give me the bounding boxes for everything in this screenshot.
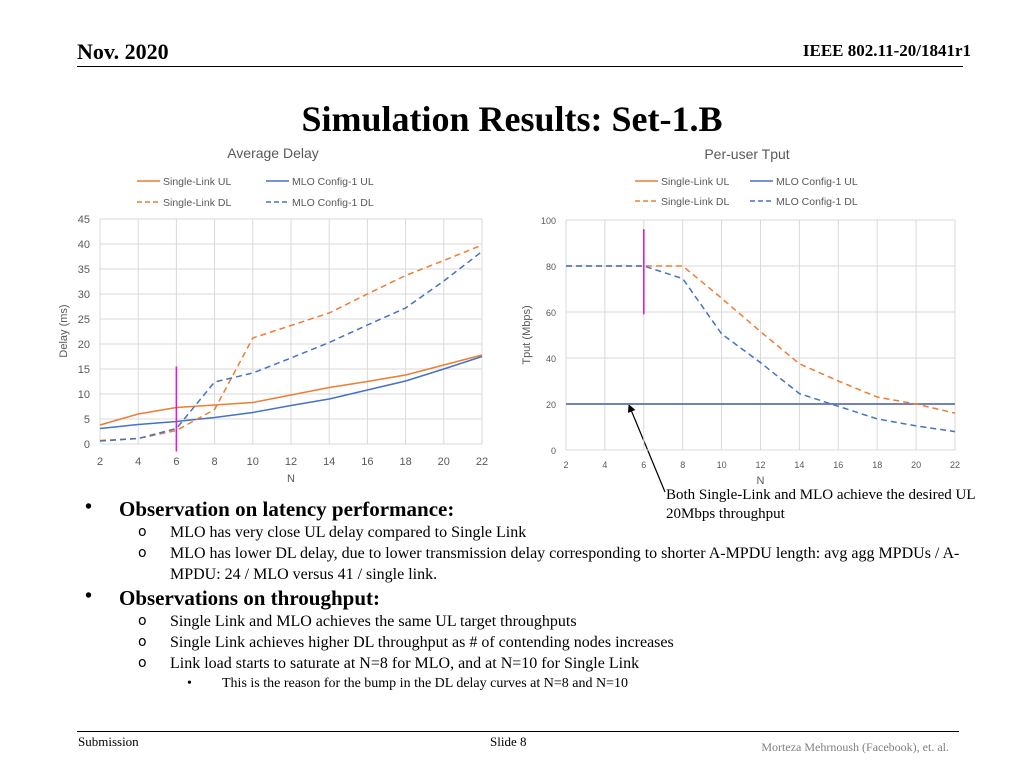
annotation-note: Both Single-Link and MLO achieve the des…	[666, 486, 1006, 524]
x-tick-label: 8	[680, 460, 685, 470]
x-tick-label: 4	[602, 460, 607, 470]
y-tick-label: 80	[546, 262, 556, 272]
footer-slide-number: Slide 8	[490, 734, 527, 749]
y-tick-label: 10	[78, 389, 90, 401]
x-tick-label: 8	[212, 456, 218, 468]
legend-label: MLO Config-1 DL	[776, 196, 858, 208]
bullet-dot: •	[85, 585, 93, 607]
x-axis-label: N	[287, 473, 295, 485]
sub-bullet-text: Single Link achieves higher DL throughpu…	[170, 634, 674, 651]
y-tick-label: 20	[78, 339, 90, 351]
footer-submission: Submission	[78, 734, 139, 749]
y-tick-label: 0	[84, 439, 90, 451]
y-tick-label: 40	[78, 239, 90, 251]
x-tick-label: 2	[97, 456, 103, 468]
footer-authors: Morteza Mehrnoush (Facebook), et. al.	[761, 740, 949, 754]
legend-label: MLO Config-1 UL	[292, 176, 374, 188]
y-tick-label: 15	[78, 364, 90, 376]
header-doc-id: IEEE 802.11-20/1841r1	[802, 41, 971, 60]
bullet-text: Observations on throughput:	[119, 586, 381, 610]
x-tick-label: 16	[361, 456, 373, 468]
bullet-dot: •	[85, 496, 93, 518]
x-tick-label: 2	[563, 460, 568, 470]
legend-label: Single-Link UL	[163, 176, 231, 188]
annotation-arrow	[627, 404, 666, 493]
sub-bullet-item: o Single Link and MLO achieves the same U…	[85, 611, 985, 632]
x-axis-label: N	[757, 475, 765, 487]
series-line-mlo-config-1-dl	[566, 265, 956, 433]
legend-label: MLO Config-1 DL	[292, 197, 374, 209]
sub-sub-bullet-item: • This is the reason for the bump in the …	[85, 674, 985, 694]
sub-bullet-circle: o	[138, 524, 147, 540]
bullet-text: Observation on latency performance:	[119, 497, 455, 521]
x-tick-label: 14	[794, 460, 804, 470]
sub-bullet-text: Link load starts to saturate at N=8 for …	[170, 655, 640, 672]
sub-bullet-text: MLO has lower DL delay, due to lower tra…	[170, 545, 960, 583]
x-tick-label: 18	[399, 456, 411, 468]
sub-bullet-item: o Link load starts to saturate at N=8 for…	[85, 653, 985, 674]
sub-bullet-item: o MLO has lower DL delay, due to lower tr…	[85, 543, 985, 585]
annotation-line-1: Both Single-Link and MLO achieve the des…	[666, 487, 976, 503]
y-tick-label: 5	[84, 414, 90, 426]
x-tick-label: 6	[641, 460, 646, 470]
x-tick-label: 22	[476, 456, 488, 468]
x-tick-label: 18	[872, 460, 882, 470]
x-tick-label: 12	[285, 456, 297, 468]
sub-bullet-item: o Single Link achieves higher DL throughp…	[85, 632, 985, 653]
x-tick-label: 20	[438, 456, 450, 468]
sub-bullet-item: o MLO has very close UL delay compared to…	[85, 522, 985, 543]
sub-bullet-circle: o	[138, 545, 147, 561]
sub-bullet-circle: o	[138, 613, 147, 629]
legend-label: Single-Link DL	[661, 196, 729, 208]
y-tick-label: 20	[546, 400, 556, 410]
x-tick-label: 20	[911, 460, 921, 470]
legend-label: Single-Link UL	[661, 176, 729, 188]
y-tick-label: 40	[546, 354, 556, 364]
sub-sub-bullet-dot: •	[187, 676, 192, 691]
header-date: Nov. 2020	[77, 39, 169, 64]
sub-bullet-circle: o	[138, 655, 147, 671]
annotation-line-2: 20Mbps throughput	[666, 506, 785, 522]
slide-title: Simulation Results: Set-1.B	[301, 99, 723, 139]
chart-title: Average Delay	[227, 145, 319, 161]
x-tick-label: 12	[755, 460, 765, 470]
x-tick-label: 6	[173, 456, 179, 468]
y-axis-label: Delay (ms)	[58, 304, 70, 357]
legend-label: MLO Config-1 UL	[776, 176, 858, 188]
y-axis-label: Tput (Mbps)	[521, 305, 533, 364]
x-tick-label: 22	[950, 460, 960, 470]
y-tick-label: 25	[78, 314, 90, 326]
observations-list: • Observation on latency performance: o MLO…	[85, 496, 985, 694]
chart-title: Per-user Tput	[704, 146, 789, 162]
footer-divider	[77, 731, 959, 732]
sub-bullet-text: Single Link and MLO achieves the same UL…	[170, 613, 577, 630]
x-tick-label: 10	[247, 456, 259, 468]
legend-label: Single-Link DL	[163, 197, 231, 209]
y-tick-label: 35	[78, 264, 90, 276]
bullet-item: • Observations on throughput:	[85, 585, 985, 611]
y-tick-label: 45	[78, 214, 90, 226]
y-tick-label: 60	[546, 308, 556, 318]
y-tick-label: 30	[78, 289, 90, 301]
series-line-mlo-config-1-ul	[99, 355, 483, 430]
x-tick-label: 4	[135, 456, 141, 468]
y-tick-label: 100	[541, 216, 556, 226]
x-tick-label: 10	[717, 460, 727, 470]
y-tick-label: 0	[551, 446, 556, 456]
x-tick-label: 14	[323, 456, 335, 468]
sub-sub-bullet-text: This is the reason for the bump in the D…	[222, 676, 629, 691]
series-line-single-link-ul	[99, 354, 483, 426]
sub-bullet-text: MLO has very close UL delay compared to …	[170, 524, 527, 541]
series-line-mlo-config-1-dl	[99, 250, 483, 442]
x-tick-label: 16	[833, 460, 843, 470]
series-line-single-link-dl	[99, 244, 483, 442]
bullet-item: • Observation on latency performance:	[85, 496, 985, 522]
header-divider	[77, 66, 963, 67]
sub-bullet-circle: o	[138, 634, 147, 650]
